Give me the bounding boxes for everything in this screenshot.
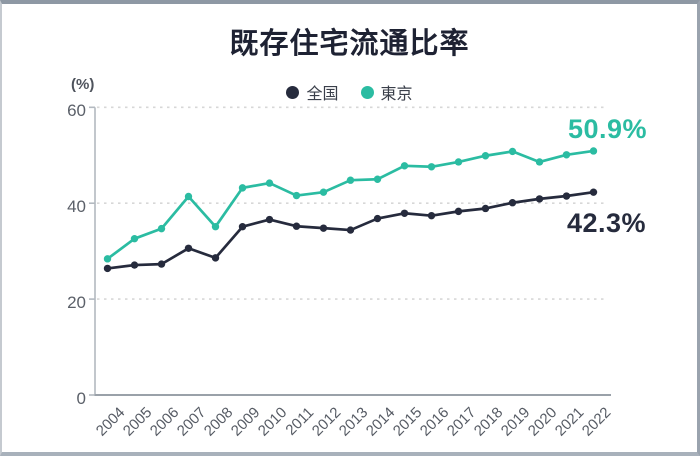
chart-title: 既存住宅流通比率: [229, 28, 470, 60]
data-point: [400, 209, 409, 217]
data-point: [562, 192, 571, 200]
data-point: [130, 261, 139, 269]
legend-label-zenkoku: 全国: [306, 86, 339, 103]
y-tick-label: 40: [67, 197, 86, 217]
data-point: [184, 244, 193, 252]
data-point: [373, 175, 382, 183]
legend-label-tokyo: 東京: [380, 86, 413, 103]
data-point: [454, 158, 463, 166]
legend-marker-icon: [286, 85, 300, 99]
data-point: [346, 176, 355, 184]
legend: 全国 東京: [2, 80, 697, 104]
data-point: [427, 163, 436, 171]
data-point: [535, 158, 544, 166]
data-point: [373, 214, 382, 223]
data-point: [481, 152, 490, 160]
data-point: [508, 199, 517, 207]
data-point: [103, 255, 112, 263]
line-chart-plot-area: [89, 106, 611, 396]
legend-item-zenkoku: 全国: [286, 80, 339, 104]
data-point: [481, 204, 490, 213]
legend-marker-icon: [360, 85, 374, 99]
y-tick-label: 60: [67, 101, 86, 121]
data-point: [130, 234, 139, 243]
data-point: [562, 151, 571, 159]
data-point: [535, 195, 544, 203]
y-tick-label: 20: [67, 293, 86, 313]
data-point: [427, 211, 436, 220]
data-point: [211, 254, 220, 262]
data-point: [292, 191, 301, 200]
zenkoku-value-callout: 42.3%: [567, 208, 647, 238]
data-point: [184, 192, 193, 201]
data-point: [211, 223, 220, 231]
series-line-1: [106, 149, 595, 261]
tokyo-value-callout: 50.9%: [568, 114, 648, 144]
data-point: [265, 179, 274, 187]
data-point: [589, 188, 598, 196]
data-point: [157, 224, 166, 233]
data-point: [238, 223, 247, 231]
data-point: [508, 147, 517, 156]
data-point: [589, 147, 598, 155]
data-point: [238, 184, 247, 192]
data-point: [400, 162, 409, 170]
data-point: [454, 207, 463, 216]
y-axis-unit-label: (%): [71, 76, 95, 93]
legend-item-tokyo: 東京: [360, 80, 413, 104]
data-point: [319, 188, 328, 196]
data-point: [157, 260, 166, 268]
data-point: [319, 224, 328, 232]
data-point: [103, 264, 112, 273]
data-point: [292, 222, 301, 230]
data-point: [265, 215, 274, 224]
y-tick-label: 0: [76, 389, 86, 408]
data-point: [346, 226, 355, 234]
